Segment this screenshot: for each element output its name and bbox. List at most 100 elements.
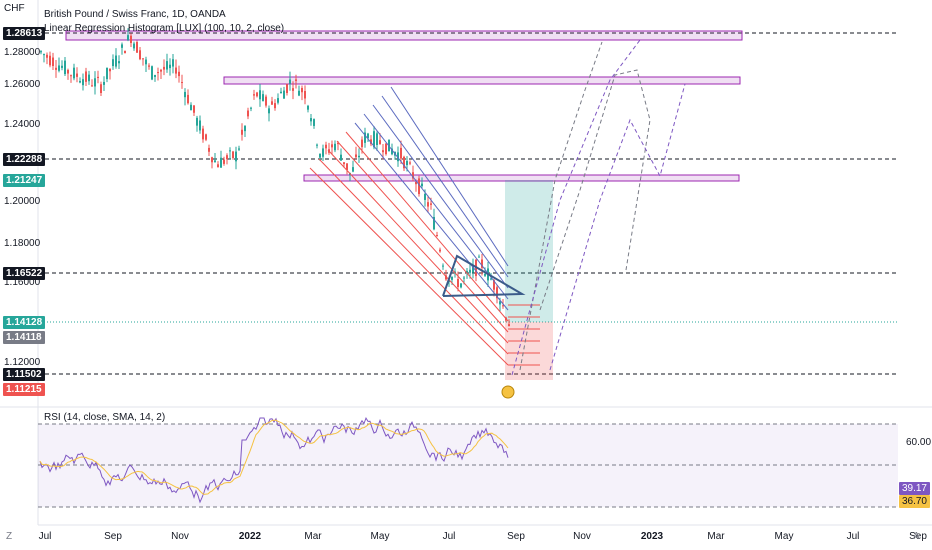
candle-body [199,120,201,131]
candle-body [148,65,150,67]
candle-body [430,203,432,205]
candle-body [136,41,138,53]
candle-body [106,67,108,80]
candle-body [442,265,444,267]
time-tick: Mar [304,531,322,542]
price-tick: 1.26000 [4,79,41,90]
candle-body [316,144,318,146]
candle-body [184,91,186,98]
candle-body [478,256,480,258]
candle-body [169,64,171,69]
rsi-level-label: 60.00 [906,437,932,448]
time-tick: Sep [909,531,927,542]
auto-scale-icon[interactable]: A [913,531,920,542]
indicator-legend[interactable]: Linear Regression Histogram [LUX] (100, … [44,23,285,34]
candle-body [280,91,282,94]
candle-body [397,152,399,162]
regression-line [363,113,509,300]
candle-body [139,50,141,60]
rsi-sma-badge: 36.70 [898,495,930,508]
candle-body [142,58,144,60]
candle-body [154,75,156,77]
candle-body [160,69,162,72]
candle-body [310,118,312,122]
candle-body [313,119,315,126]
candle-body [364,132,366,143]
triangle-pattern [442,254,526,297]
regression-line [381,95,509,278]
candle-body [337,142,339,145]
candle-body [436,235,438,237]
regression-line [354,122,509,311]
candle-body [409,162,411,164]
candle-body [298,90,300,96]
candle-body [265,96,267,106]
candle-body [484,273,486,276]
candle-body [124,51,126,54]
candle-body [271,101,273,105]
time-tick: 2023 [640,531,664,542]
candle-body [322,148,324,157]
price-marker: 1.21247 [3,174,46,187]
candle-body [82,79,84,86]
candle-body [100,84,102,94]
candle-body [64,60,66,75]
supply-zone [303,174,740,182]
zoom-icon[interactable]: Z [6,531,13,542]
candle-body [115,55,117,67]
candle-body [49,55,51,66]
price-tick: 1.18000 [4,238,41,249]
candle-body [172,59,174,67]
price-tick: 1.28000 [4,47,41,58]
projection-path [539,69,651,311]
candle-body [256,92,258,97]
candle-body [175,67,177,74]
candle-body [424,194,426,200]
candle-body [94,78,96,87]
regression-line [336,140,509,333]
candle-body [229,150,231,152]
candle-body [232,151,234,158]
candle-body [193,105,195,113]
candle-body [214,160,216,163]
candle-body [157,72,159,74]
candle-body [259,90,261,100]
candle-body [445,275,447,280]
price-tick: 1.16000 [4,277,41,288]
candle-body [103,81,105,85]
candle-body [181,82,183,84]
candle-body [61,65,63,68]
candle-body [127,35,129,40]
candle-body [118,61,120,64]
candle-body [502,305,504,307]
rsi-legend[interactable]: RSI (14, close, SMA, 14, 2) [44,412,166,423]
candle-body [217,164,219,168]
time-tick: Nov [171,531,189,542]
candle-body [238,148,240,150]
candle-body [70,75,72,77]
candle-body [43,54,45,56]
symbol-title[interactable]: British Pound / Swiss Franc, 1D, OANDA [44,9,226,20]
time-tick: May [370,531,390,542]
candle-body [472,264,474,273]
candle-body [490,278,492,280]
candle-body [469,269,471,273]
regression-line [309,167,509,366]
candle-body [109,68,111,72]
candle-body [508,324,510,327]
candle-body [376,133,378,145]
candle-body [343,162,345,165]
candle-body [358,155,360,158]
candle-body [253,94,255,96]
projection-path [519,41,603,371]
candle-body [67,69,69,74]
candle-body [187,94,189,104]
candle-body [247,110,249,117]
projection-path [549,83,686,371]
time-tick: Jul [442,531,456,542]
candle-body [355,154,357,158]
candle-body [481,259,483,268]
candle-body [121,44,123,48]
candle-body [268,108,270,114]
